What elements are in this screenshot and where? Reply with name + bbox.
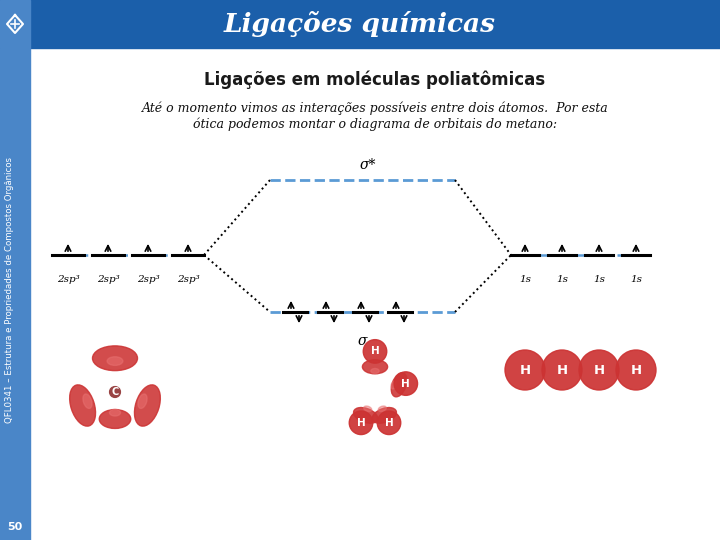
Ellipse shape	[70, 385, 96, 426]
Text: 1s: 1s	[593, 275, 605, 284]
Text: C: C	[112, 387, 119, 397]
Ellipse shape	[354, 408, 378, 423]
Text: ótica podemos montar o diagrama de orbitais do metano:: ótica podemos montar o diagrama de orbit…	[193, 117, 557, 131]
Circle shape	[394, 372, 418, 395]
Text: H: H	[593, 363, 605, 376]
Text: H: H	[384, 418, 393, 428]
Text: QFL0341 – Estrutura e Propriedades de Compostos Orgânicos: QFL0341 – Estrutura e Propriedades de Co…	[6, 157, 14, 423]
Circle shape	[109, 387, 120, 397]
Text: 1s: 1s	[630, 275, 642, 284]
Ellipse shape	[364, 406, 372, 411]
Circle shape	[616, 350, 656, 390]
Ellipse shape	[362, 360, 387, 374]
Text: σ*: σ*	[359, 158, 376, 172]
Text: 1s: 1s	[519, 275, 531, 284]
Text: Ligações químicas: Ligações químicas	[224, 11, 496, 37]
Circle shape	[505, 350, 545, 390]
Text: 2sp³: 2sp³	[176, 275, 199, 284]
Ellipse shape	[391, 373, 407, 397]
Circle shape	[364, 340, 387, 363]
Circle shape	[579, 350, 619, 390]
Ellipse shape	[378, 406, 387, 411]
Text: Ligações em moléculas poliatômicas: Ligações em moléculas poliatômicas	[204, 71, 546, 89]
Text: H: H	[402, 379, 410, 389]
Ellipse shape	[391, 381, 397, 389]
Circle shape	[349, 411, 373, 435]
Circle shape	[377, 411, 401, 435]
Ellipse shape	[107, 357, 123, 366]
Text: 2sp³: 2sp³	[57, 275, 79, 284]
Text: H: H	[356, 418, 365, 428]
Ellipse shape	[92, 346, 138, 370]
Text: 2sp³: 2sp³	[137, 275, 159, 284]
Bar	[0, 0, 30, 48]
Ellipse shape	[138, 394, 147, 408]
Text: H: H	[371, 346, 379, 356]
Text: H: H	[631, 363, 642, 376]
Ellipse shape	[135, 385, 161, 426]
Bar	[0, 0, 720, 48]
Ellipse shape	[99, 409, 131, 428]
Text: 50: 50	[7, 522, 22, 532]
Ellipse shape	[109, 409, 120, 416]
Text: σ: σ	[358, 334, 367, 348]
Text: Até o momento vimos as interações possíveis entre dois átomos.  Por esta: Até o momento vimos as interações possív…	[142, 102, 608, 115]
Text: 2sp³: 2sp³	[96, 275, 120, 284]
Text: 1s: 1s	[556, 275, 568, 284]
Ellipse shape	[83, 394, 92, 408]
Text: H: H	[557, 363, 567, 376]
Bar	[0, 48, 30, 540]
Ellipse shape	[372, 408, 397, 423]
Circle shape	[542, 350, 582, 390]
Ellipse shape	[371, 368, 379, 374]
Text: H: H	[519, 363, 531, 376]
